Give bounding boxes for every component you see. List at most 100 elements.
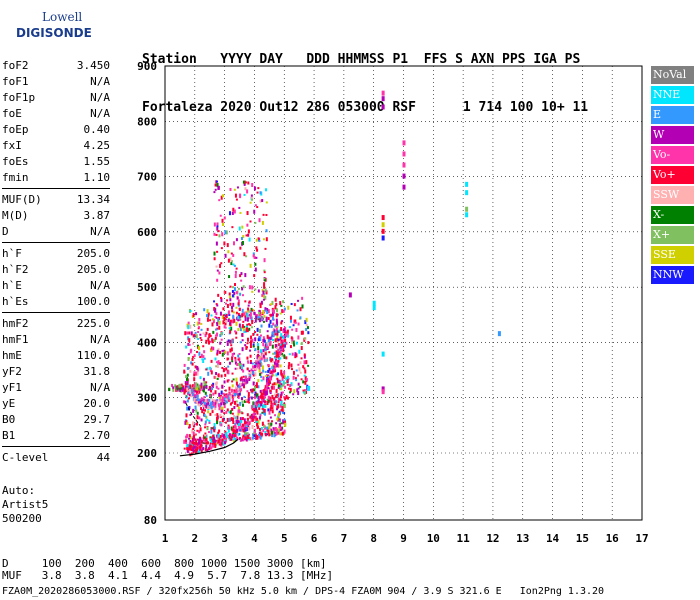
echo-point xyxy=(222,307,225,311)
echo-point xyxy=(280,383,283,388)
echo-point xyxy=(275,400,278,404)
echo-point xyxy=(243,328,246,333)
echo-point xyxy=(192,421,195,426)
echo-point xyxy=(247,307,250,312)
legend-entry-ssw: SSW xyxy=(651,186,694,204)
echo-point xyxy=(187,325,190,330)
echo-point xyxy=(209,444,212,448)
echo-point xyxy=(214,439,217,443)
echo-point xyxy=(187,321,190,325)
echo-point xyxy=(232,395,235,399)
echo-point xyxy=(265,237,268,242)
echo-point xyxy=(193,443,196,447)
echo-point xyxy=(235,331,238,335)
echo-point xyxy=(200,449,203,453)
echo-point xyxy=(278,343,281,347)
echo-point xyxy=(252,365,255,369)
echo-point xyxy=(244,381,247,385)
parameter-value: N/A xyxy=(90,75,110,88)
echo-point xyxy=(224,253,227,258)
echo-point xyxy=(256,434,259,439)
echo-point xyxy=(232,421,235,425)
echo-point xyxy=(186,447,189,451)
echo-point xyxy=(273,382,276,386)
echo-point xyxy=(193,434,196,439)
echo-point xyxy=(306,326,309,330)
echo-point xyxy=(210,389,213,393)
echo-point xyxy=(246,390,249,393)
echo-point xyxy=(234,429,237,433)
parameter-name: fmin xyxy=(2,171,29,184)
echo-point xyxy=(231,360,234,363)
echo-point xyxy=(240,272,243,276)
echo-point xyxy=(251,320,254,325)
echo-point xyxy=(187,385,190,389)
echo-point xyxy=(203,396,206,399)
echo-point xyxy=(185,345,188,349)
echo-point xyxy=(220,423,223,427)
isolated-echo-point xyxy=(402,140,406,146)
echo-point xyxy=(234,274,237,279)
echo-point xyxy=(238,206,241,209)
echo-point xyxy=(266,345,269,349)
echo-point xyxy=(256,417,259,421)
echo-point xyxy=(203,403,206,407)
echo-point xyxy=(277,401,280,404)
parameter-row: hmF2 225.0 xyxy=(2,316,110,332)
echo-point xyxy=(192,441,195,445)
echo-point xyxy=(242,383,245,387)
echo-point xyxy=(218,199,221,202)
echo-point xyxy=(290,302,293,305)
echo-point xyxy=(234,283,237,287)
echo-point xyxy=(279,427,282,430)
logo-line-2: DIGISONDE xyxy=(16,26,92,40)
echo-point xyxy=(272,397,275,401)
echo-point xyxy=(233,287,236,292)
echo-point xyxy=(283,375,286,378)
echo-point xyxy=(256,327,259,332)
echo-point xyxy=(259,334,262,337)
echo-point xyxy=(198,351,201,356)
echo-point xyxy=(283,419,286,423)
echo-point xyxy=(198,390,201,394)
echo-point xyxy=(252,374,255,377)
echo-point xyxy=(280,304,283,307)
echo-point xyxy=(241,294,244,297)
echo-point xyxy=(261,411,264,414)
echo-point xyxy=(283,354,286,359)
echo-point xyxy=(241,308,244,313)
echo-point xyxy=(214,407,217,410)
echo-point xyxy=(202,386,205,391)
isolated-echo-point xyxy=(381,222,385,228)
echo-point xyxy=(176,387,179,391)
echo-point xyxy=(206,367,209,371)
echo-point xyxy=(259,191,262,195)
echo-point xyxy=(225,398,228,402)
echo-point xyxy=(224,290,227,294)
echo-point xyxy=(262,298,265,301)
isolated-echo-point xyxy=(381,389,385,395)
echo-point xyxy=(266,380,269,384)
echo-point xyxy=(270,313,273,317)
echo-point xyxy=(266,307,269,311)
echo-point xyxy=(179,384,182,388)
echo-point xyxy=(256,248,259,252)
echo-point xyxy=(251,424,254,429)
echo-point xyxy=(270,400,273,405)
echo-point xyxy=(290,382,293,387)
echo-point xyxy=(261,316,264,321)
echo-point xyxy=(269,315,272,318)
echo-point xyxy=(253,404,256,408)
echo-point xyxy=(203,350,206,354)
echo-point xyxy=(215,365,218,368)
echo-point xyxy=(305,317,308,322)
echo-point xyxy=(215,439,218,443)
echo-point xyxy=(189,436,192,440)
echo-point xyxy=(279,351,282,355)
echo-point xyxy=(234,367,237,370)
echo-point xyxy=(188,437,191,440)
echo-point xyxy=(259,431,262,436)
x-tick-label: 5 xyxy=(281,532,288,545)
echo-point xyxy=(269,428,272,433)
echo-point xyxy=(260,300,263,305)
